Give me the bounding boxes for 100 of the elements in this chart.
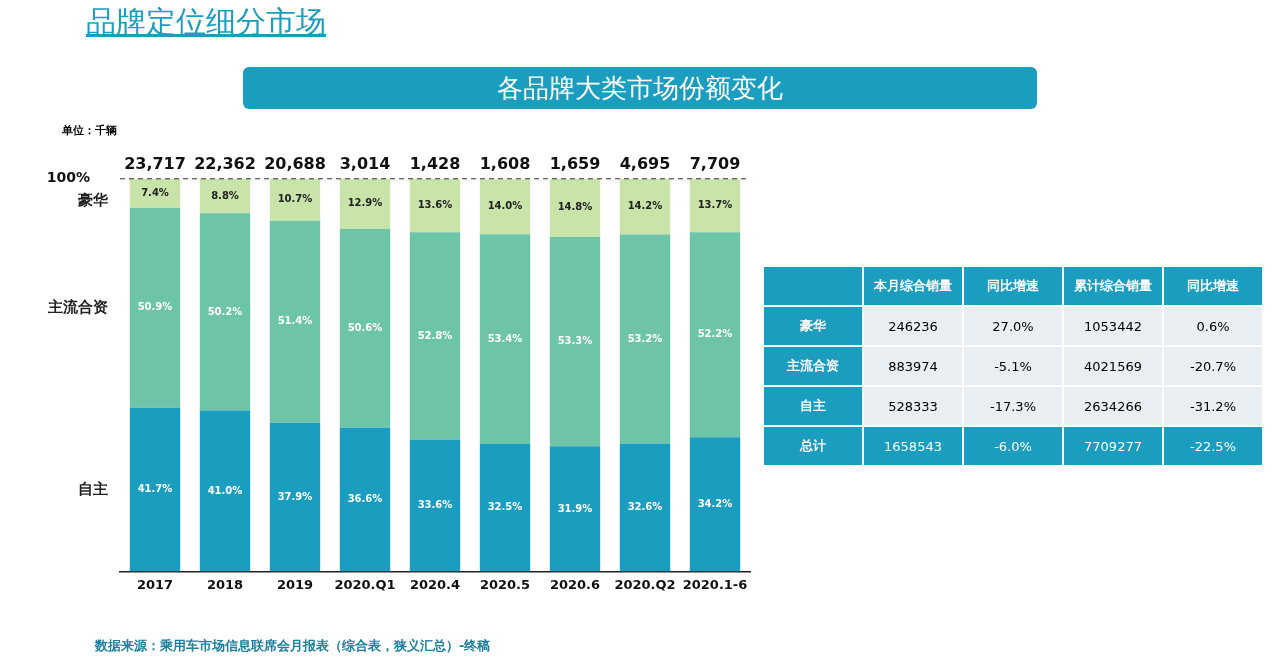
data-label: 12.9% bbox=[347, 197, 383, 209]
bar bbox=[549, 178, 601, 237]
bar bbox=[409, 178, 461, 233]
bar bbox=[619, 178, 671, 235]
category-label: 自主 bbox=[800, 398, 826, 413]
data-label: 50.9% bbox=[137, 301, 173, 313]
text: -31.2% bbox=[1190, 398, 1236, 414]
bar bbox=[619, 234, 671, 444]
data-label: 36.6% bbox=[347, 493, 383, 505]
bar bbox=[129, 207, 181, 408]
bar bbox=[549, 446, 601, 572]
text: 27.0% bbox=[992, 318, 1034, 334]
data-label: 31.9% bbox=[557, 502, 593, 514]
bar bbox=[129, 407, 181, 572]
chart-subtitle: 品牌定位细分市场 bbox=[86, 3, 326, 41]
series-label: 自主 bbox=[78, 479, 108, 498]
series-label: 豪华 bbox=[77, 191, 109, 210]
data-label: 53.2% bbox=[627, 332, 663, 344]
source-note: 数据来源：乘用车市场信息联席会月报表（综合表，狭义汇总）-终稿 bbox=[95, 637, 491, 655]
annotation: 4,695 bbox=[619, 153, 671, 173]
data-label: 50.6% bbox=[347, 322, 383, 334]
data-label: 32.5% bbox=[487, 501, 523, 513]
annotation: 1,659 bbox=[549, 153, 601, 173]
data-label: 10.7% bbox=[277, 193, 313, 205]
bar bbox=[689, 178, 741, 233]
category-label: 豪华 bbox=[800, 318, 826, 333]
y-tick-label: 100% bbox=[46, 169, 90, 186]
bar bbox=[479, 179, 531, 235]
data-label: 32.6% bbox=[627, 501, 663, 513]
data-label: 14.8% bbox=[557, 201, 593, 213]
data-label: 50.2% bbox=[207, 305, 243, 317]
data-label: 41.0% bbox=[207, 484, 243, 496]
bar bbox=[269, 220, 321, 423]
annotation: 1,608 bbox=[479, 153, 531, 173]
bar bbox=[269, 422, 321, 572]
category-label: 同比增速 bbox=[963, 266, 1063, 306]
data-label: 34.2% bbox=[697, 498, 733, 510]
bar bbox=[549, 236, 601, 447]
text: 7709277 bbox=[1084, 438, 1142, 454]
bar bbox=[619, 443, 671, 572]
text: -5.1% bbox=[994, 358, 1032, 374]
text: -6.0% bbox=[994, 438, 1032, 454]
bar bbox=[199, 410, 251, 572]
x-tick-label: 2020.5 bbox=[479, 576, 531, 592]
bar bbox=[339, 229, 391, 428]
data-label: 13.6% bbox=[417, 199, 453, 211]
x-tick-label: 2019 bbox=[276, 576, 314, 592]
annotation: 22,362 bbox=[194, 153, 256, 173]
x-tick-label: 2020.Q2 bbox=[614, 576, 676, 592]
data-label: 53.3% bbox=[557, 335, 593, 347]
x-tick-label: 2020.6 bbox=[549, 576, 601, 592]
data-label: 37.9% bbox=[277, 490, 313, 502]
x-tick-label: 2020.Q1 bbox=[334, 576, 396, 592]
data-label: 51.4% bbox=[277, 315, 313, 327]
x-tick-label: 2020.1-6 bbox=[682, 576, 748, 592]
chart-title: 各品牌大类市场份额变化 bbox=[243, 67, 1037, 109]
annotation: 20,688 bbox=[264, 153, 326, 173]
text: 1658543 bbox=[884, 438, 942, 454]
text: 单位：千辆 bbox=[62, 123, 117, 138]
data-label: 41.7% bbox=[137, 483, 173, 495]
x-tick-label: 2018 bbox=[206, 576, 244, 592]
data-label: 7.4% bbox=[141, 186, 169, 198]
bar bbox=[409, 439, 461, 572]
data-label: 53.4% bbox=[487, 332, 523, 344]
bar bbox=[479, 443, 531, 572]
text: 246236 bbox=[888, 318, 938, 334]
data-label: 13.7% bbox=[697, 198, 733, 210]
annotation: 23,717 bbox=[124, 153, 186, 173]
data-label: 33.6% bbox=[417, 499, 453, 511]
text: 4021569 bbox=[1084, 358, 1142, 374]
category-label: 同比增速 bbox=[1163, 266, 1263, 306]
text: -17.3% bbox=[990, 398, 1036, 414]
bar bbox=[339, 178, 391, 230]
annotation: 3,014 bbox=[339, 153, 391, 173]
category-label: 累计综合销量 bbox=[1063, 266, 1163, 306]
bar bbox=[269, 178, 321, 221]
category-label: 本月综合销量 bbox=[863, 266, 963, 306]
bar bbox=[129, 178, 181, 208]
data-label: 52.2% bbox=[697, 328, 733, 340]
bar bbox=[689, 232, 741, 438]
annotation: 7,709 bbox=[689, 153, 741, 173]
data-label: 8.8% bbox=[211, 189, 239, 201]
data-label: 52.8% bbox=[417, 329, 453, 341]
data-label: 14.0% bbox=[487, 200, 523, 212]
text: -22.5% bbox=[1190, 438, 1236, 454]
bar bbox=[199, 213, 251, 411]
text: -20.7% bbox=[1190, 358, 1236, 374]
category-label: 主流合资 bbox=[787, 358, 839, 373]
bar bbox=[689, 437, 741, 572]
x-tick-label: 2017 bbox=[136, 576, 174, 592]
x-tick-label: 2020.4 bbox=[409, 576, 461, 592]
text: 0.6% bbox=[1196, 318, 1230, 334]
bar bbox=[339, 427, 391, 572]
text: 1053442 bbox=[1084, 318, 1142, 334]
series-label: 主流合资 bbox=[47, 297, 108, 316]
annotation: 1,428 bbox=[409, 153, 461, 173]
text: 883974 bbox=[888, 358, 938, 374]
bar bbox=[409, 232, 461, 440]
text: 2634266 bbox=[1084, 398, 1142, 414]
bar bbox=[479, 234, 531, 444]
